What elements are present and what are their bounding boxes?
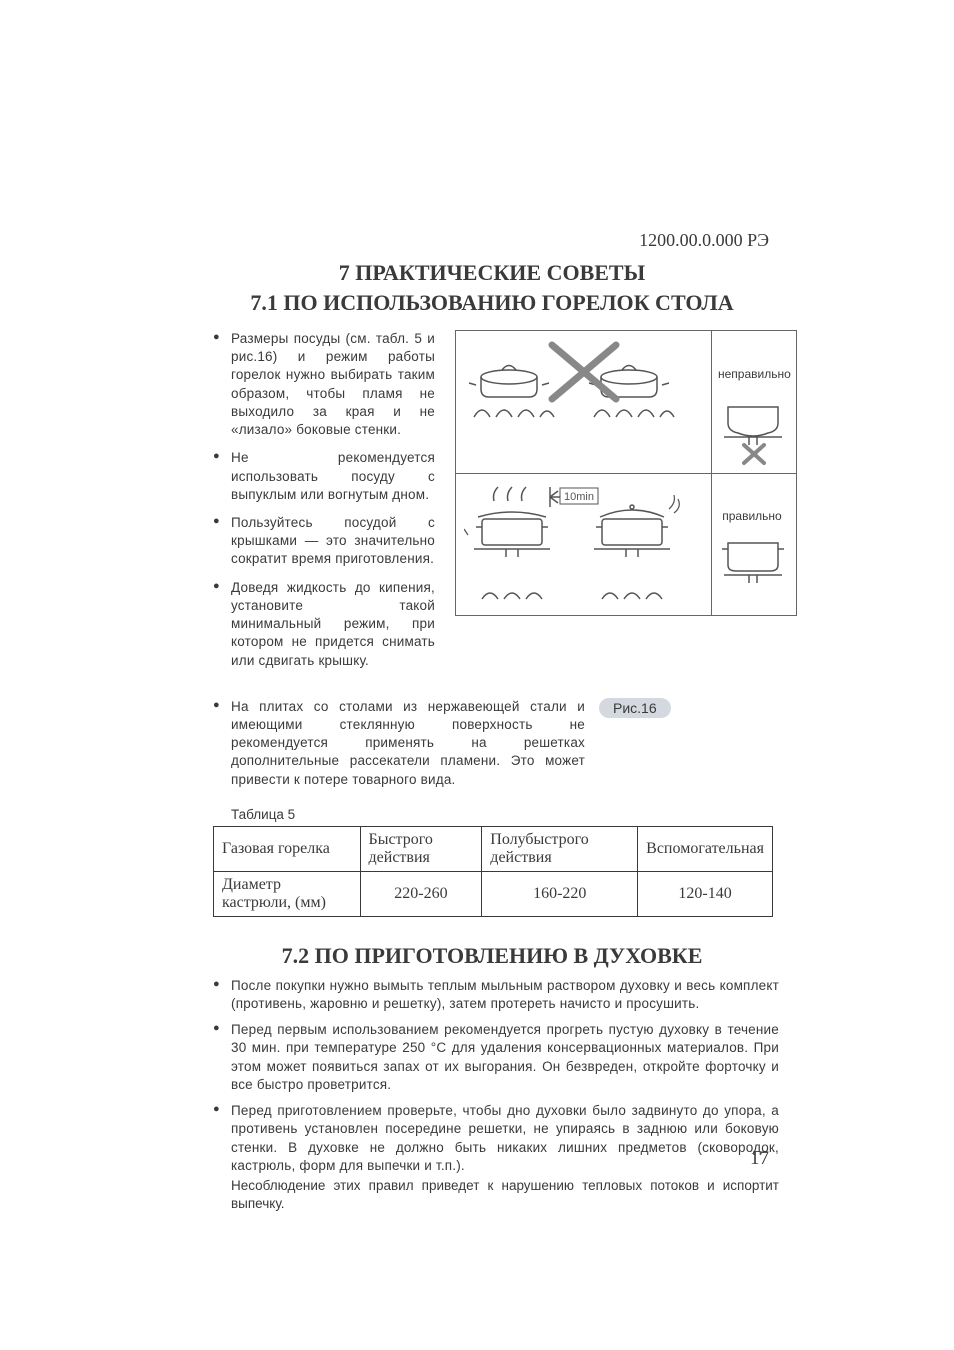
two-column-section: Размеры посуды (см. табл. 5 и рис.16) и … (205, 330, 779, 680)
wrong-flames-icon (464, 339, 704, 425)
list-item: На плитах со столами из нержавеющей стал… (205, 698, 585, 789)
table-header-cell: Вспомогательная (638, 826, 773, 871)
table-header-cell: Быстрого действия (360, 826, 482, 871)
table-cell: 160-220 (482, 871, 638, 916)
table-header-cell: Полубыстрого действия (482, 826, 638, 871)
annotation-10min: 10min (564, 491, 594, 503)
table-header-cell: Газовая горелка (214, 826, 361, 871)
oven-continuation-text: Несоблюдение этих правил приведет к нару… (205, 1177, 779, 1213)
steel-surface-note-list: На плитах со столами из нержавеющей стал… (205, 698, 585, 789)
heading-main: 7 ПРАКТИЧЕСКИЕ СОВЕТЫ (205, 260, 779, 286)
label-right: правильно (718, 509, 786, 523)
figure-caption-wrap: Рис.16 (599, 698, 671, 718)
burner-tips-list: Размеры посуды (см. табл. 5 и рис.16) и … (205, 330, 435, 670)
doc-code: 1200.00.0.000 РЭ (639, 230, 769, 251)
list-item: Пользуйтесь посудой с крышками — это зна… (205, 514, 435, 569)
page-number: 17 (750, 1148, 769, 1170)
list-item: Доведя жидкость до кипения, установите т… (205, 579, 435, 670)
wrong-bottom-icon (720, 397, 786, 467)
list-item: Перед приготовлением проверьте, чтобы дн… (205, 1102, 779, 1175)
figure-16: неправильно правильно (455, 330, 797, 616)
table-row: Диаметр кастрюли, (мм) 220-260 160-220 1… (214, 871, 773, 916)
table-header-row: Газовая горелка Быстрого действия Полубы… (214, 826, 773, 871)
heading-sub-1: 7.1 ПО ИСПОЛЬЗОВАНИЮ ГОРЕЛОК СТОЛА (205, 290, 779, 316)
figure-column: неправильно правильно (449, 330, 797, 680)
list-item: Перед первым использованием рекомендуетс… (205, 1021, 779, 1094)
table-cell: 120-140 (638, 871, 773, 916)
correct-flat-bottom-icon (720, 535, 786, 605)
left-text-column: Размеры посуды (см. табл. 5 и рис.16) и … (205, 330, 435, 680)
oven-tips-list: После покупки нужно вымыть теплым мыльны… (205, 977, 779, 1175)
heading-sub-2: 7.2 ПО ПРИГОТОВЛЕНИЮ В ДУХОВКЕ (205, 943, 779, 969)
manual-page: 1200.00.0.000 РЭ 7 ПРАКТИЧЕСКИЕ СОВЕТЫ 7… (0, 0, 954, 1350)
list-item: После покупки нужно вымыть теплым мыльны… (205, 977, 779, 1013)
table-cell: 220-260 (360, 871, 482, 916)
burner-size-table: Газовая горелка Быстрого действия Полубы… (213, 826, 773, 917)
figure-divider-vertical (711, 331, 712, 615)
list-item: Размеры посуды (см. табл. 5 и рис.16) и … (205, 330, 435, 439)
wide-bullet-column: На плитах со столами из нержавеющей стал… (205, 698, 585, 799)
table-cell: Диаметр кастрюли, (мм) (214, 871, 361, 916)
label-wrong: неправильно (718, 367, 786, 381)
figure-divider-horizontal (456, 473, 796, 474)
list-item: Не рекомендуется использовать посуду с в… (205, 449, 435, 504)
below-figure-row: На плитах со столами из нержавеющей стал… (205, 698, 779, 799)
table-caption: Таблица 5 (231, 807, 779, 822)
figure-caption: Рис.16 (599, 698, 671, 718)
correct-lids-icon: 10min (464, 479, 704, 607)
